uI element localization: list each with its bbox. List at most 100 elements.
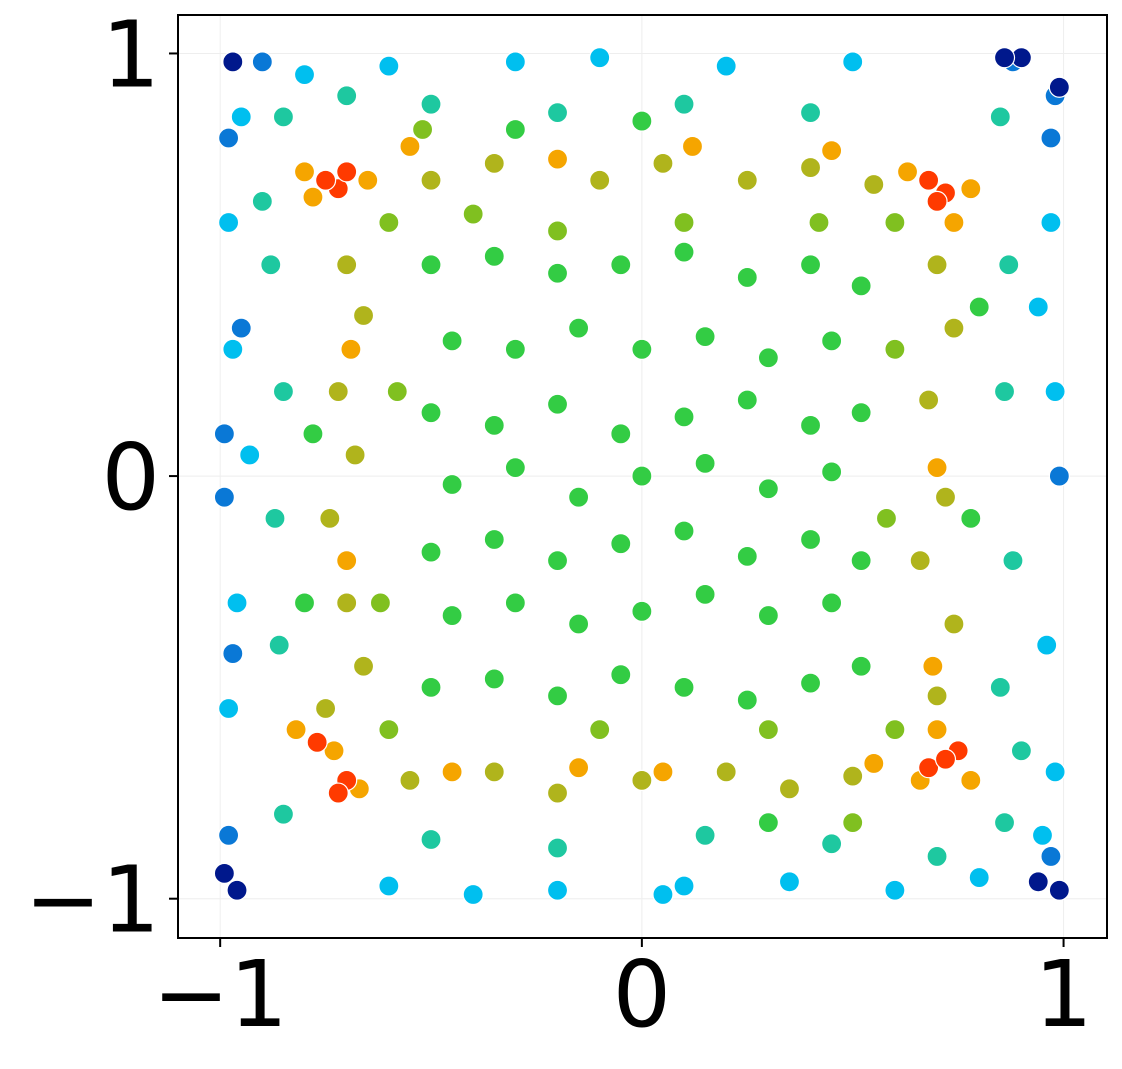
point — [778, 778, 801, 800]
point — [1044, 761, 1066, 783]
point — [850, 402, 872, 424]
point — [230, 106, 252, 128]
point — [386, 380, 408, 403]
point — [1044, 380, 1066, 403]
point — [327, 380, 349, 403]
point — [799, 528, 822, 551]
point — [420, 254, 442, 276]
point — [302, 186, 324, 208]
point — [504, 51, 526, 73]
point — [420, 402, 442, 424]
point — [736, 389, 758, 411]
point — [799, 254, 822, 276]
point — [344, 444, 366, 466]
point — [842, 765, 864, 787]
point — [568, 317, 590, 339]
point — [715, 761, 737, 783]
point — [336, 254, 358, 276]
point — [504, 457, 526, 479]
point — [918, 757, 940, 779]
point — [918, 389, 940, 411]
point — [546, 262, 569, 284]
point — [340, 338, 362, 360]
point — [213, 486, 235, 508]
point — [673, 211, 695, 234]
point — [968, 296, 990, 318]
point — [875, 507, 898, 529]
point — [821, 140, 843, 162]
point — [483, 152, 505, 174]
point — [736, 689, 758, 711]
point — [821, 592, 843, 614]
point — [943, 613, 965, 635]
point — [1036, 634, 1058, 656]
point — [736, 545, 758, 567]
point — [546, 837, 569, 859]
y-tick-label: 0 — [101, 424, 160, 531]
point — [1048, 465, 1070, 487]
point — [1040, 127, 1062, 149]
point — [462, 883, 484, 906]
point — [926, 190, 948, 212]
point — [568, 757, 590, 779]
point — [993, 47, 1016, 69]
point — [960, 507, 982, 529]
point — [821, 833, 843, 855]
point — [378, 719, 400, 741]
point — [213, 423, 235, 445]
point — [589, 169, 611, 191]
point — [757, 478, 779, 500]
point — [821, 330, 843, 352]
point — [922, 655, 944, 677]
point — [336, 592, 358, 614]
plot-frame — [177, 14, 1108, 939]
point — [546, 220, 569, 242]
point — [420, 93, 442, 115]
point — [799, 156, 822, 179]
point — [943, 211, 965, 234]
point — [504, 118, 526, 141]
point — [884, 211, 906, 234]
point — [546, 550, 569, 572]
point — [260, 254, 282, 276]
point — [681, 135, 704, 158]
point — [272, 803, 295, 825]
point — [673, 241, 695, 263]
point — [778, 871, 801, 893]
point — [589, 719, 611, 741]
point — [808, 211, 830, 234]
point — [610, 533, 632, 555]
point — [546, 393, 569, 415]
point — [1040, 845, 1062, 868]
point — [968, 866, 990, 889]
point — [673, 406, 695, 428]
point — [989, 106, 1011, 128]
point — [926, 719, 948, 741]
point — [631, 338, 653, 360]
point — [483, 761, 505, 783]
point — [568, 486, 590, 508]
point — [631, 769, 653, 791]
point — [1002, 550, 1024, 572]
point — [884, 879, 906, 901]
point — [610, 254, 632, 276]
point — [863, 173, 885, 196]
point — [293, 63, 316, 86]
point — [251, 51, 273, 73]
point — [504, 338, 526, 360]
point — [441, 604, 463, 627]
point — [213, 862, 235, 884]
point — [652, 761, 674, 783]
point — [441, 473, 463, 496]
point — [993, 812, 1016, 834]
point — [251, 190, 273, 212]
point — [610, 664, 632, 686]
point — [993, 380, 1016, 403]
x-tick-label: 0 — [613, 941, 672, 1048]
point — [546, 782, 569, 804]
point — [757, 719, 779, 741]
point — [336, 550, 358, 572]
point — [1040, 211, 1062, 234]
point — [272, 106, 295, 128]
